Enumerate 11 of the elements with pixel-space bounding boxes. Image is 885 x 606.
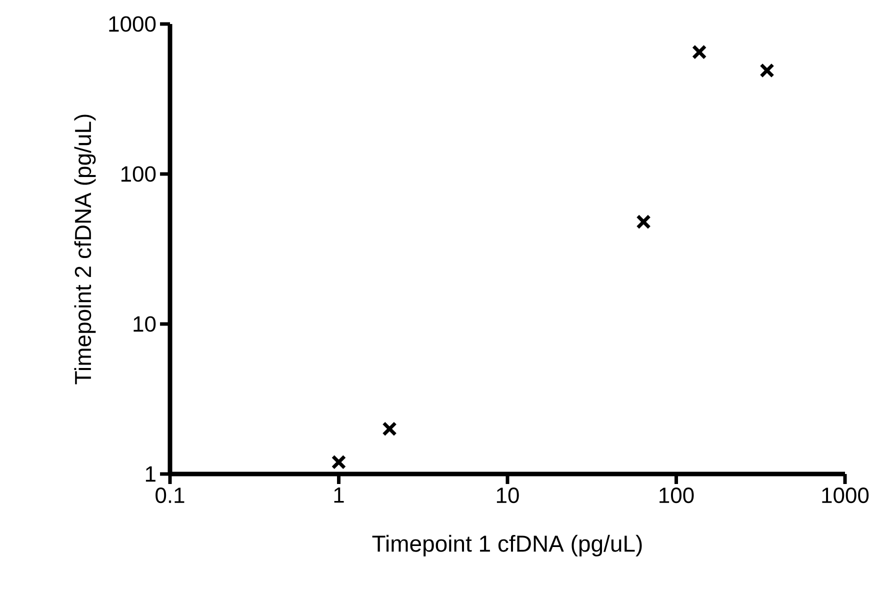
x-tick-label: 100 <box>660 488 694 504</box>
y-tick-label: 100 <box>121 166 156 182</box>
x-tick-label: 1 <box>334 488 344 503</box>
y-axis-title: Timepoint 2 cfDNA (pg/uL) <box>74 114 96 384</box>
x-axis-title: Timepoint 1 cfDNA (pg/uL) <box>372 534 642 556</box>
x-tick-label: 0.1 <box>156 488 184 504</box>
y-tick-label: 1000 <box>109 16 156 32</box>
x-tick-label: 10 <box>496 488 519 504</box>
y-tick-label: 1 <box>146 466 156 482</box>
x-tick-label: 1000 <box>822 488 869 504</box>
y-tick-label: 10 <box>134 316 156 332</box>
